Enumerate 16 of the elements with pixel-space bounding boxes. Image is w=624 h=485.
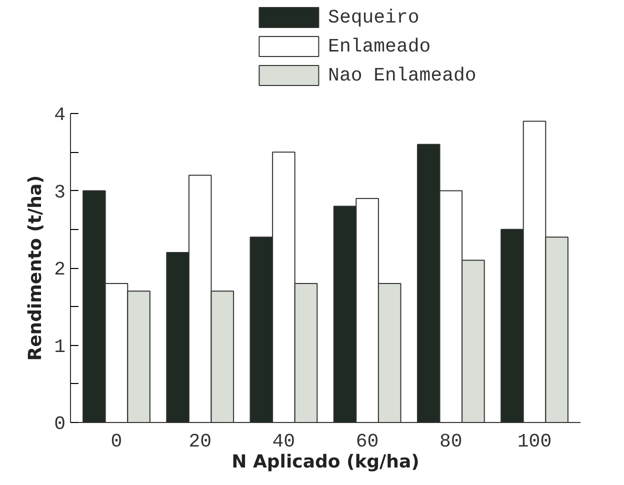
x-tick-label: 60 xyxy=(356,430,379,452)
x-axis-title: N Aplicado (kg/ha) xyxy=(232,452,420,472)
legend-label: Sequeiro xyxy=(328,6,420,28)
x-tick-label: 40 xyxy=(272,430,296,452)
y-tick-label: 1 xyxy=(54,336,66,358)
x-tick-label: 80 xyxy=(440,430,462,452)
y-tick-label: 0 xyxy=(54,413,66,435)
y-tick-label: 4 xyxy=(54,104,66,126)
x-tick-label: 0 xyxy=(110,430,122,452)
y-axis-title: Rendimento (t/ha) xyxy=(25,175,46,361)
legend-label: Nao Enlameado xyxy=(328,64,476,86)
y-tick-label: 2 xyxy=(54,258,66,280)
y-tick-label: 3 xyxy=(54,181,66,204)
x-tick-label: 100 xyxy=(517,430,552,452)
legend-label: Enlameado xyxy=(328,36,431,58)
x-tick-label: 20 xyxy=(188,430,212,452)
